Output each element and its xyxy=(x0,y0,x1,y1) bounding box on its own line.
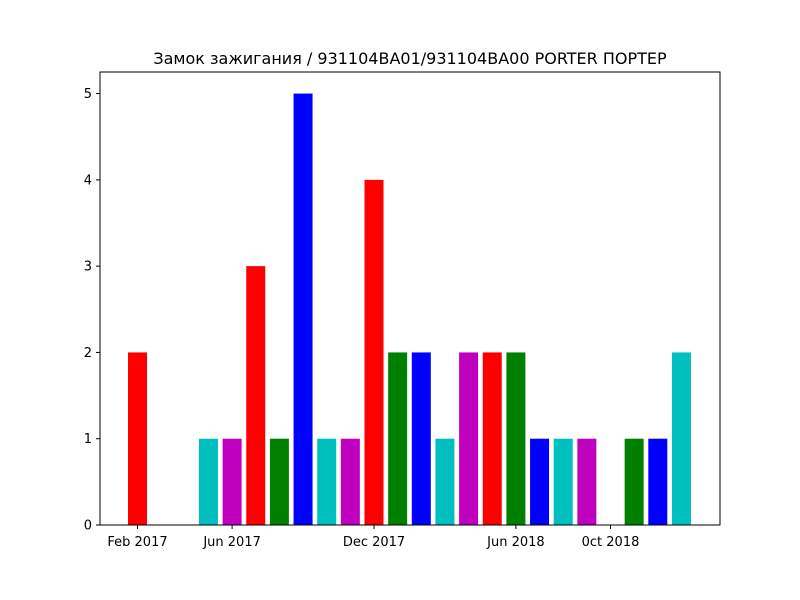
x-tick-label-3: Jun 2018 xyxy=(486,535,545,550)
bar-14 xyxy=(506,352,526,525)
bar-18 xyxy=(624,438,644,525)
chart-title: Замок зажигания / 931104BA01/931104BA00 … xyxy=(153,49,667,68)
y-tick-label-2: 2 xyxy=(84,346,92,361)
bar-1 xyxy=(198,438,218,525)
x-tick-label-2: Dec 2017 xyxy=(343,535,405,550)
bar-7 xyxy=(340,438,360,525)
y-tick-label-3: 3 xyxy=(84,260,92,275)
x-axis: Feb 2017 Jun 2017 Dec 2017 Jun 2018 0ct 2018 xyxy=(107,525,639,550)
plot-frame xyxy=(99,71,721,526)
bar-5 xyxy=(293,93,313,525)
bar-16 xyxy=(553,438,573,525)
y-tick-label-0: 0 xyxy=(84,519,92,534)
bar-13 xyxy=(482,352,502,525)
bar-2 xyxy=(222,438,242,525)
x-tick-label-1: Jun 2017 xyxy=(202,535,261,550)
bar-3 xyxy=(246,266,266,525)
bar-17 xyxy=(577,438,597,525)
bar-9 xyxy=(388,352,408,525)
bar-0 xyxy=(128,352,147,525)
y-tick-label-5: 5 xyxy=(84,87,92,102)
bar-10 xyxy=(411,352,431,525)
x-tick-label-0: Feb 2017 xyxy=(107,535,167,550)
y-tick-label-4: 4 xyxy=(84,173,92,188)
bar-11 xyxy=(435,438,455,525)
x-tick-label-4: 0ct 2018 xyxy=(582,535,640,550)
bar-8 xyxy=(364,179,384,526)
bar-15 xyxy=(530,438,550,525)
bars-group xyxy=(128,93,691,526)
bar-6 xyxy=(317,438,337,525)
bar-4 xyxy=(269,438,289,525)
bar-20 xyxy=(671,352,691,525)
y-axis: 0 1 2 3 4 5 xyxy=(84,87,100,534)
bar-19 xyxy=(648,438,668,525)
y-tick-label-1: 1 xyxy=(84,432,92,447)
bar-12 xyxy=(459,352,479,525)
